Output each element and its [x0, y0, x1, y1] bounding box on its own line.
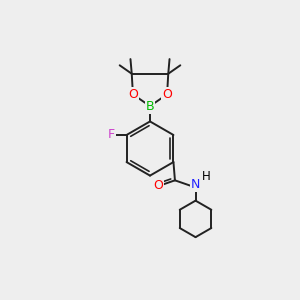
Text: O: O	[128, 88, 138, 101]
Text: F: F	[108, 128, 115, 142]
Text: O: O	[162, 88, 172, 101]
Text: H: H	[202, 170, 211, 183]
Text: O: O	[153, 179, 163, 192]
Text: B: B	[146, 100, 154, 112]
Text: N: N	[191, 178, 200, 191]
